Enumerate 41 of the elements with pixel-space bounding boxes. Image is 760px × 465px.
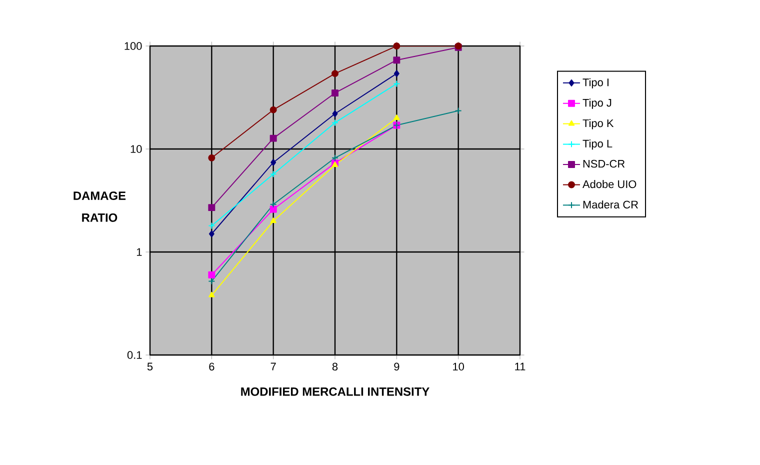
point xyxy=(332,119,338,126)
point xyxy=(208,204,216,212)
x-tick-label: 10 xyxy=(453,362,464,371)
point xyxy=(270,170,277,178)
point xyxy=(332,154,338,162)
point xyxy=(270,106,277,114)
legend-label: Tipo K xyxy=(582,119,614,130)
y-tick-label: 1 xyxy=(136,248,142,256)
legend-label: Adobe UIO xyxy=(582,180,636,188)
y-axis-title: DAMAGE RATIO xyxy=(74,191,126,222)
x-tick-label: 9 xyxy=(394,362,400,371)
point xyxy=(270,200,277,208)
point xyxy=(270,206,277,213)
point xyxy=(393,56,400,64)
legend-label: Tipo L xyxy=(582,139,612,150)
x-tick-label: 11 xyxy=(515,362,526,370)
point xyxy=(270,158,276,166)
point xyxy=(270,218,276,223)
legend-label: Madera CR xyxy=(583,200,638,208)
point xyxy=(270,134,277,142)
x-tick-label: 7 xyxy=(270,362,276,370)
legend-label: NSD-CR xyxy=(583,160,625,168)
legend-label: Tipo I xyxy=(582,78,608,88)
point xyxy=(332,70,338,78)
legend-label: Tipo J xyxy=(582,98,612,109)
point xyxy=(208,230,214,238)
x-tick-label: 6 xyxy=(209,362,214,371)
x-axis-title: MODIFIED MERCALLI INTENSITY xyxy=(241,387,430,396)
point xyxy=(332,110,338,118)
point xyxy=(208,154,216,162)
y-tick-label: 100 xyxy=(124,42,142,50)
point xyxy=(393,42,400,50)
y-tick-label: 10 xyxy=(130,145,142,153)
point xyxy=(394,70,400,78)
y-tick-label: 0.1 xyxy=(127,351,142,359)
point xyxy=(332,89,338,96)
point xyxy=(208,271,216,278)
point xyxy=(208,292,215,298)
x-tick-label: 8 xyxy=(332,362,338,371)
point xyxy=(394,114,400,120)
x-tick-label: 5 xyxy=(147,362,153,370)
